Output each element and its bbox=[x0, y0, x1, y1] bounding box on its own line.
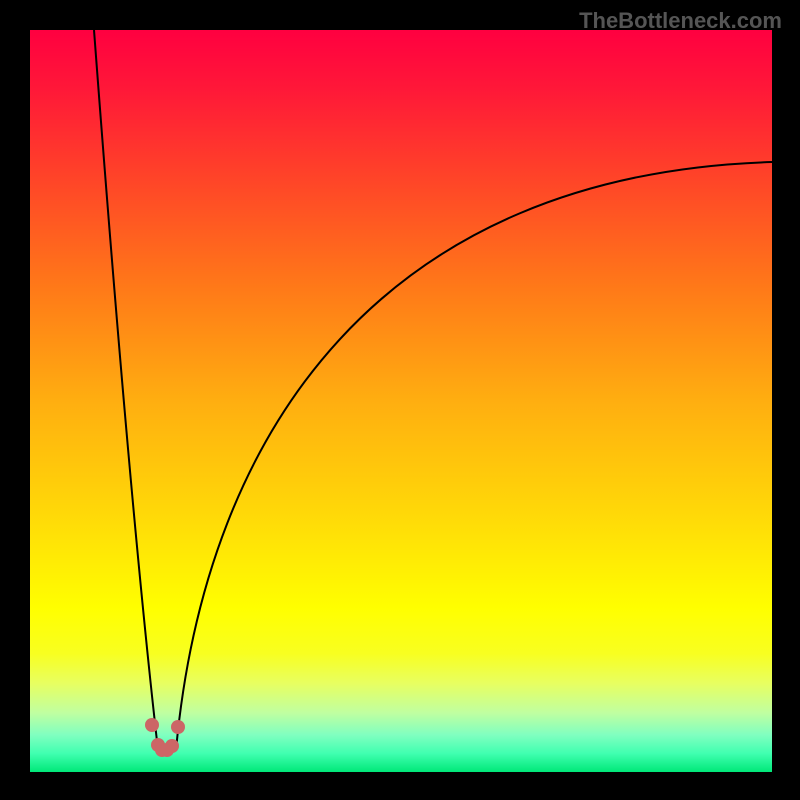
valley-markers bbox=[30, 30, 772, 772]
valley-marker bbox=[145, 718, 159, 732]
watermark-text: TheBottleneck.com bbox=[579, 8, 782, 34]
chart-frame: TheBottleneck.com bbox=[0, 0, 800, 800]
valley-marker bbox=[165, 739, 179, 753]
valley-marker bbox=[171, 720, 185, 734]
plot-area bbox=[30, 30, 772, 772]
